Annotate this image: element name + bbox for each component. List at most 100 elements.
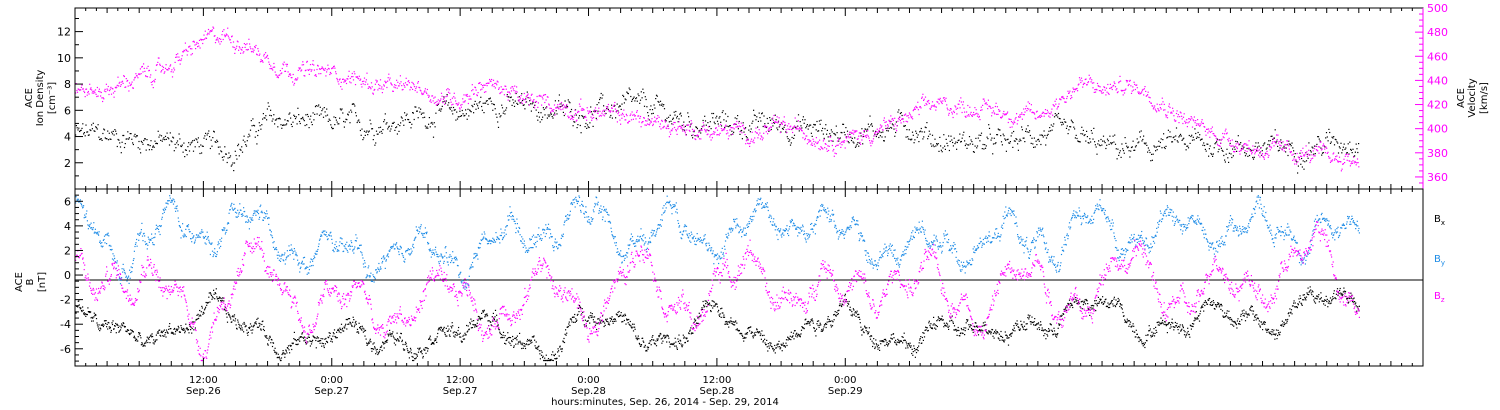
bx-point [442, 330, 444, 332]
bx-point [202, 313, 204, 315]
velocity-point [564, 113, 566, 115]
ion-density-point [822, 133, 824, 135]
ion-density-point [1312, 147, 1314, 149]
velocity-point [869, 142, 871, 144]
velocity-point [163, 72, 165, 74]
ion-density-point [586, 124, 589, 126]
ion-density-point [575, 114, 577, 116]
density-tick-label: 8 [64, 78, 71, 91]
velocity-point [1059, 98, 1061, 100]
ion-density-point [359, 121, 361, 123]
ion-density-point [1199, 134, 1201, 136]
bx-point [324, 343, 326, 345]
ion-density-point [536, 115, 538, 117]
ion-density-point [918, 141, 920, 143]
velocity-point [1322, 143, 1325, 145]
ion-density-point [546, 117, 548, 119]
ion-density-point [1078, 141, 1080, 143]
velocity-point [385, 82, 387, 84]
ion-density-point [806, 125, 808, 127]
bx-point [362, 331, 364, 333]
bx-point [323, 346, 325, 349]
ion-density-point [180, 145, 182, 147]
bx-point [458, 326, 460, 329]
ion-density-point [522, 104, 524, 106]
ion-density-point [266, 119, 268, 121]
velocity-point [424, 90, 426, 92]
ion-density-point [820, 119, 822, 121]
velocity-point [1246, 150, 1248, 152]
ion-density-point [657, 100, 659, 103]
velocity-point [949, 109, 951, 111]
bx-point [547, 358, 550, 360]
velocity-point [790, 125, 792, 127]
ion-density-point [571, 115, 573, 117]
ion-density-point [417, 117, 419, 119]
ion-density-point [763, 115, 765, 117]
bx-point [120, 327, 122, 329]
bx-point [420, 351, 422, 353]
velocity-point [667, 124, 669, 126]
velocity-point [197, 46, 199, 48]
ion-density-point [1244, 152, 1246, 154]
ion-density-point [282, 124, 284, 126]
velocity-point [627, 122, 629, 124]
velocity-point [271, 68, 273, 70]
ion-density-point [1354, 155, 1356, 157]
ion-density-point [816, 120, 818, 123]
velocity-point [556, 106, 558, 108]
velocity-point [890, 120, 893, 123]
velocity-point [806, 143, 808, 145]
ion-density-point [670, 120, 672, 122]
ion-density-point [217, 141, 219, 143]
ion-density-point [1228, 161, 1230, 163]
velocity-point [608, 110, 610, 112]
ion-density-point [748, 129, 750, 131]
velocity-point [829, 136, 831, 138]
velocity-point [372, 92, 374, 94]
ion-density-point [1307, 157, 1309, 159]
ion-density-point [966, 147, 968, 149]
velocity-point [222, 30, 224, 32]
ion-density-point [136, 135, 138, 137]
ion-density-point [728, 126, 730, 128]
ion-density-point [1171, 141, 1174, 143]
ion-density-point [724, 113, 727, 115]
velocity-point [411, 81, 413, 83]
ion-density-point [737, 128, 739, 130]
velocity-point [1310, 160, 1312, 162]
ion-density-point [119, 142, 121, 144]
velocity-point [238, 46, 240, 48]
ion-density-point [815, 129, 817, 131]
velocity-point [435, 104, 437, 106]
ion-density-point [883, 140, 885, 142]
velocity-point [933, 104, 936, 106]
ion-density-point [390, 128, 392, 130]
ion-density-point [95, 127, 98, 129]
velocity-point [291, 77, 293, 79]
velocity-point [656, 117, 658, 119]
velocity-point [838, 138, 840, 140]
bx-point [392, 335, 394, 337]
ion-density-point [1065, 127, 1068, 129]
ion-density-point [798, 130, 800, 132]
ion-density-point [1158, 140, 1160, 142]
velocity-point [1058, 103, 1060, 105]
velocity-point [1113, 81, 1115, 83]
velocity-point [922, 93, 924, 95]
bx-point [552, 359, 554, 362]
velocity-point [180, 58, 183, 60]
ion-density-point [444, 102, 447, 104]
ion-density-point [677, 121, 679, 123]
ion-density-point [443, 96, 445, 98]
velocity-point [966, 111, 968, 113]
velocity-point [1240, 149, 1242, 151]
velocity-point [557, 104, 559, 106]
velocity-point [679, 125, 681, 127]
velocity-point [306, 60, 308, 62]
velocity-point [552, 110, 554, 112]
bx-point [325, 337, 327, 340]
velocity-point [1117, 91, 1119, 93]
velocity-point [125, 86, 127, 88]
